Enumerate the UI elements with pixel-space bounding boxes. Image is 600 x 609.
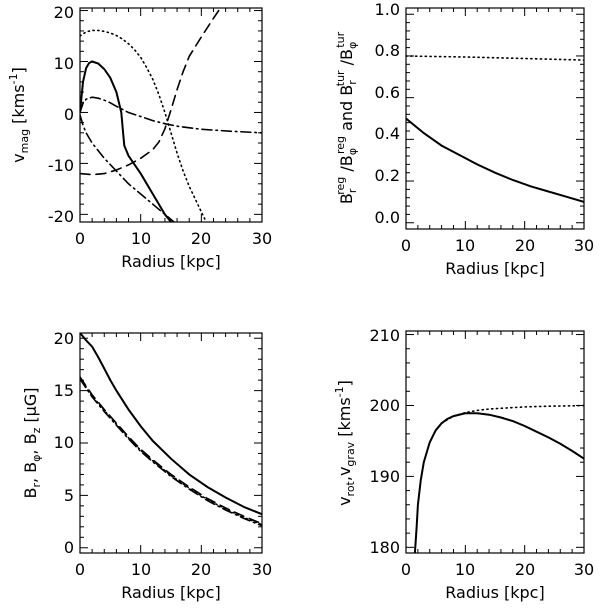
y-tick-label: -10: [48, 156, 74, 175]
y-tick-label: 0: [64, 105, 74, 124]
series-layer: [80, 8, 262, 222]
series-solid: [80, 333, 262, 516]
plot-frame: [79, 7, 263, 223]
x-tick-label: 0: [75, 560, 85, 579]
x-tick-label: 20: [191, 229, 211, 248]
y-tick-label: 20: [54, 329, 74, 348]
series-solid: [413, 412, 584, 553]
y-tick-label: -20: [48, 207, 74, 226]
y-tick-label: 0.8: [375, 41, 400, 60]
x-tick-label: 30: [252, 560, 272, 579]
tick-layer: [79, 8, 263, 222]
y-tick-label: 190: [369, 467, 400, 486]
x-tick-label: 20: [191, 560, 211, 579]
series-dotted: [406, 55, 584, 61]
y-axis-title: Brreg /Bφreg and Brtur /Bφtur: [334, 31, 359, 204]
y-tick-label: 1.0: [375, 0, 400, 19]
panel-bfield: 0 10 20 30 0 5 10 15 20 Radius [kpc] Br,…: [21, 329, 272, 602]
tick-layer: [405, 8, 585, 229]
x-axis-title: Radius [kpc]: [121, 252, 220, 271]
panel-vmag: 0 10 20 30 -20 -10 0 10 20 Radius [kpc] …: [7, 3, 272, 271]
x-tick-label: 10: [455, 560, 475, 579]
series-layer: [406, 55, 584, 203]
series-dotted: [440, 404, 584, 424]
x-tick-label: 0: [75, 229, 85, 248]
x-tick-label: 20: [515, 560, 535, 579]
x-axis-title: Radius [kpc]: [445, 583, 544, 602]
y-tick-label: 10: [54, 54, 74, 73]
y-tick-label: 5: [64, 486, 74, 505]
tick-layer: [405, 331, 585, 553]
panel-ratio: 0 10 20 30 0.0 0.2 0.4 0.6 0.8 1.0 Radiu…: [334, 0, 594, 278]
x-tick-label: 30: [574, 236, 594, 255]
series-dashed: [80, 8, 222, 176]
y-tick-label: 20: [54, 3, 74, 22]
series-dash-dot-2: [80, 114, 175, 222]
tick-layer: [79, 333, 263, 553]
x-axis-title: Radius [kpc]: [445, 259, 544, 278]
y-tick-label: 0: [64, 538, 74, 557]
x-tick-label: 30: [574, 560, 594, 579]
x-tick-label: 10: [455, 236, 475, 255]
x-axis-title: Radius [kpc]: [121, 583, 220, 602]
y-tick-label: 180: [369, 538, 400, 557]
y-tick-label: 15: [54, 381, 74, 400]
plot-frame: [79, 332, 263, 554]
x-tick-label: 0: [401, 236, 411, 255]
series-layer: [413, 404, 584, 553]
y-tick-label: 0.4: [375, 124, 400, 143]
series-layer: [80, 333, 262, 527]
panel-vrot: 0 10 20 30 180 190 200 210 Radius [kpc] …: [333, 326, 594, 602]
plot-frame: [405, 7, 585, 230]
series-dotted: [80, 29, 208, 222]
y-axis-title: Br, Bφ, Bz [μG]: [21, 387, 43, 498]
y-tick-label: 10: [54, 433, 74, 452]
x-tick-label: 30: [252, 229, 272, 248]
y-axis-title: vmag [kms-1]: [7, 67, 31, 163]
y-tick-label: 0.2: [375, 166, 400, 185]
x-tick-label: 10: [131, 229, 151, 248]
series-dotted: [80, 377, 262, 526]
x-tick-label: 0: [401, 560, 411, 579]
x-tick-label: 20: [515, 236, 535, 255]
y-tick-label: 0.6: [375, 83, 400, 102]
y-tick-label: 200: [369, 396, 400, 415]
y-tick-label: 210: [369, 326, 400, 345]
plot-frame: [405, 330, 585, 554]
x-tick-label: 10: [131, 560, 151, 579]
series-solid: [406, 117, 584, 203]
series-solid: [80, 60, 173, 222]
y-tick-label: 0.0: [375, 208, 400, 227]
series-dash-dot: [80, 378, 262, 527]
series-dash-dot: [80, 96, 262, 134]
y-axis-title: vrot,vgrav [kms-1]: [333, 380, 357, 506]
